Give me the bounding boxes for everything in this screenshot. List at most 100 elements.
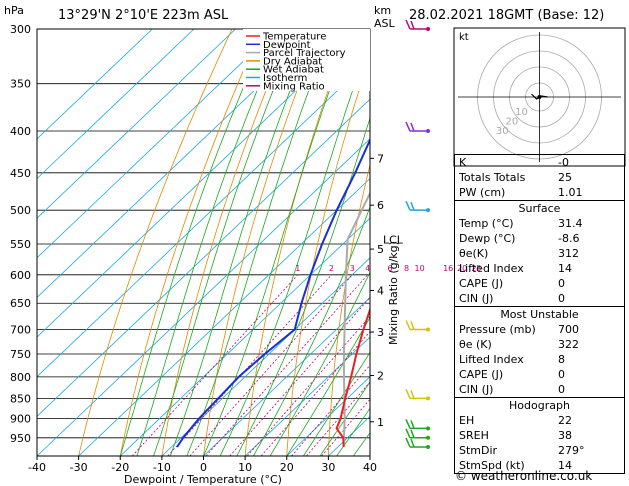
index-value: 0 [558,368,565,381]
hodograph-ring-label: 20 [506,117,519,128]
plot-frame [36,28,371,457]
mixing-ratio-tick-label: 8 [404,264,409,273]
hodograph-row: StmSpd (kt) 14 [455,458,624,473]
wind-barb-dot [426,27,430,31]
wet-adiabat [203,29,353,456]
index-label: PW (cm) [459,186,506,199]
temperature-tick-label: -40 [28,461,46,474]
temperature-tick-label: -30 [70,461,88,474]
wind-barb-flag [410,20,415,30]
mixing-ratio-tick-label: 6 [388,264,393,273]
index-row: PW (cm) 1.01 [455,185,624,200]
index-label: EH [459,414,475,427]
legend-entry: Mixing Ratio [263,81,325,92]
wind-barb-flag [410,429,415,439]
hodograph-ring-label: 10 [515,107,528,118]
temperature-tick-label: 10 [238,461,252,474]
mixing-ratio-tick-label: 16 [443,264,453,273]
index-label: K [459,156,467,169]
wind-barbs [405,19,430,450]
legend-entry: Isotherm [263,73,307,84]
wind-barb-dot [426,396,430,401]
pressure-tick-label: 550 [10,238,31,251]
index-row: K -0 [455,155,624,170]
isotherm [37,138,370,456]
copyright: © weatheronline.co.uk [455,469,593,483]
parcel-trajectory-line [342,191,370,448]
indices-hodograph: Hodograph EH 22 SREH 38 StmDir 279° StmSpd (kt)… [454,398,625,474]
index-label: CAPE (J) [459,277,504,290]
wet-adiabat [319,381,370,456]
km-tick-label: 2 [377,370,384,383]
surface-row: Temp (°C) 31.4 [455,216,624,231]
index-row: Totals Totals 25 [455,170,624,185]
mixing-ratio-axis-title: Mixing Ratio (g/kg) [387,241,400,345]
index-label: Totals Totals [459,171,526,184]
isotherm [37,29,153,140]
pressure-tick-label: 350 [10,78,31,91]
isotherm [37,29,361,338]
temperature-line [335,306,370,448]
wind-barb-dot [426,208,430,213]
indices-top: K -0 Totals Totals 25 PW (cm) 1.01 [454,154,625,201]
index-label: Temp (°C) [459,217,514,230]
index-label: StmSpd (kt) [459,459,525,472]
index-value: 31.4 [558,217,583,230]
wet-adiabat [236,116,370,456]
surface-row: CAPE (J) 0 [455,276,624,291]
pressure-tick-label: 850 [10,392,31,405]
wet-adiabat [303,351,370,456]
wet-adiabat [253,205,370,456]
index-value: 22 [558,414,572,427]
indices-most-unstable: Most Unstable Pressure (mb) 700 θe (K) 322 Li… [454,307,625,398]
legend-entry: Temperature [262,32,326,43]
mixing-ratio-line [189,274,353,456]
mixing-ratio-line [246,315,370,456]
surface-row: CIN (J) 0 [455,291,624,306]
pressure-tick-label: 700 [10,324,31,337]
most-unstable-row: θe (K) 322 [455,337,624,352]
wet-adiabat [169,29,315,456]
mixing-ratio-tick-label: 1 [295,264,300,273]
dry-adiabat [161,29,292,456]
mixing-ratio-line [260,330,370,456]
mixing-ratio-line [229,296,370,456]
isotherm [37,29,320,298]
wind-barb-flag [405,437,411,448]
index-value: 38 [558,429,572,442]
mixing-ratio-tick-label: 4 [365,264,370,273]
pressure-tick-label: 600 [10,269,31,282]
hodograph-row: StmDir 279° [455,443,624,458]
hpa-axis-label: hPa [4,4,24,17]
wet-adiabat [136,29,284,456]
pressure-tick-label: 800 [10,371,31,384]
most-unstable-row: CIN (J) 0 [455,382,624,397]
index-value: 0 [558,383,565,396]
index-label: Dewp (°C) [459,232,516,245]
mixing-ratio-tick-label: 20 [457,264,467,273]
indices-surface: Surface Temp (°C) 31.4 Dewp (°C) -8.6 θe(K) 31… [454,201,625,307]
km-tick-label: 6 [377,199,384,212]
section-header: Hodograph [509,399,570,412]
wind-barb-dot [426,426,430,431]
isotherm [78,177,370,456]
temperature-tick-label: -10 [153,461,171,474]
index-label: Pressure (mb) [459,323,536,336]
mixing-ratio-line [167,274,332,456]
pressure-tick-label: 500 [10,204,31,217]
hodograph-ring-label: 30 [496,126,509,137]
index-label: CAPE (J) [459,368,504,381]
dewpoint-line [176,137,370,448]
mixing-ratio-tick-label: 3 [350,264,355,273]
legend-entry: Wet Adiabat [263,65,324,76]
index-label: θe(K) [459,247,489,260]
legend-background [243,29,370,91]
pressure-tick-label: 900 [10,413,31,426]
wind-barb-dot [426,435,430,440]
most-unstable-row: Lifted Index 8 [455,352,624,367]
hodograph-row: EH 22 [455,413,624,428]
index-value: 0 [558,292,565,305]
